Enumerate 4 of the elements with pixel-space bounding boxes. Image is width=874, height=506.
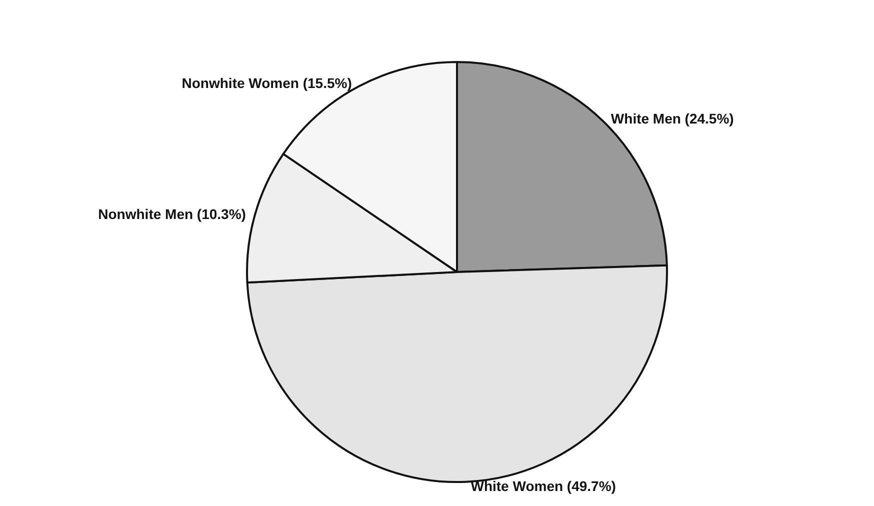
slice-label: Nonwhite Men (10.3%) (98, 206, 246, 222)
slice-label: White Women (49.7%) (470, 478, 616, 494)
slice-label: Nonwhite Women (15.5%) (182, 74, 352, 91)
slice-label: White Men (24.5%) (610, 110, 734, 126)
